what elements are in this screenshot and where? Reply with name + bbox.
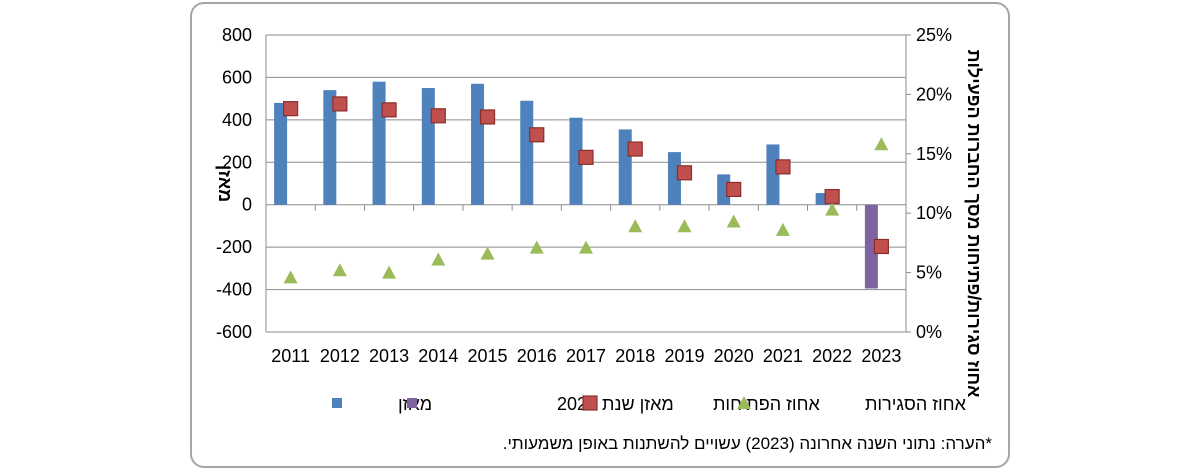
bar	[274, 102, 288, 205]
closing-rate-point	[825, 202, 840, 216]
bar	[569, 117, 583, 205]
y-tick-label: -200	[216, 237, 252, 257]
bar	[421, 88, 435, 205]
closing-rate-point	[283, 270, 298, 284]
opening-rate-point	[479, 109, 496, 125]
closing-rate-point	[579, 240, 593, 254]
bar	[471, 83, 485, 205]
opening-rate-point	[726, 181, 742, 198]
bar	[864, 204, 878, 289]
y-tick-label: 0	[242, 195, 252, 215]
x-tick-label: 2018	[615, 346, 655, 366]
y-tick-label: 800	[222, 25, 252, 45]
legend-swatch	[407, 398, 417, 408]
y2-axis-title: אחוז סגירות/פתיחות מסך החברות הפעילות	[964, 50, 984, 398]
closing-rate-point	[431, 252, 446, 266]
bar	[323, 90, 337, 205]
y-tick-label: 600	[222, 67, 252, 87]
bar	[372, 81, 386, 205]
x-tick-label: 2013	[369, 346, 409, 366]
y-axis-title: מאזן	[215, 165, 235, 202]
x-tick-label: 2012	[320, 346, 360, 366]
opening-rate-point	[332, 96, 348, 112]
x-tick-label: 2021	[763, 346, 803, 366]
footnote: *הערה: נתוני השנה אחרונה (2023) עשויים ל…	[502, 434, 992, 453]
legend-label: מאזן שנת 2023	[557, 394, 674, 414]
closing-rate-point	[332, 263, 347, 277]
opening-rate-point	[529, 127, 545, 143]
y2-tick-label: 20%	[916, 84, 952, 104]
y-tick-label: 200	[222, 152, 252, 172]
opening-rate-point	[627, 141, 643, 157]
x-tick-label: 2020	[714, 346, 754, 366]
y2-tick-label: 5%	[916, 263, 942, 283]
closing-rate-point	[775, 222, 790, 236]
opening-rate-point	[824, 188, 840, 205]
legend-swatch	[737, 396, 751, 409]
closing-rate-point	[677, 219, 692, 233]
opening-rate-point	[283, 101, 299, 117]
legend-label: אחוז הפתיחות	[713, 394, 820, 414]
x-tick-label: 2023	[861, 346, 901, 366]
y2-tick-label: 15%	[916, 144, 952, 164]
closing-rate-point	[382, 265, 397, 279]
y2-tick-label: 10%	[916, 203, 952, 223]
opening-rate-point	[578, 149, 594, 165]
x-tick-label: 2017	[566, 346, 606, 366]
bar	[618, 129, 632, 205]
opening-rate-point	[381, 102, 397, 118]
bar	[520, 100, 534, 205]
opening-rate-point	[676, 165, 693, 181]
y-tick-label: 400	[222, 110, 252, 130]
opening-rate-point	[430, 108, 446, 124]
closing-rate-point	[529, 240, 544, 254]
legend-label: אחוז הסגירות	[865, 394, 967, 414]
opening-rate-point	[775, 159, 791, 175]
bar	[815, 193, 829, 205]
bar	[766, 144, 780, 205]
closing-rate-point	[726, 214, 741, 228]
x-tick-label: 2014	[418, 346, 458, 366]
y2-tick-label: 25%	[916, 25, 952, 45]
closing-rate-point	[874, 137, 889, 151]
x-tick-label: 2016	[517, 346, 557, 366]
x-tick-label: 2022	[812, 346, 852, 366]
x-tick-label: 2015	[468, 346, 508, 366]
legend-swatch	[332, 398, 342, 408]
closing-rate-point	[480, 246, 495, 260]
closing-rate-point	[628, 219, 643, 233]
y-tick-label: -400	[216, 280, 252, 300]
y2-tick-label: 0%	[916, 322, 942, 342]
y-tick-label: -600	[216, 322, 252, 342]
x-tick-label: 2019	[664, 346, 704, 366]
x-tick-label: 2011	[271, 346, 310, 366]
legend-swatch	[582, 395, 598, 411]
opening-rate-point	[873, 238, 889, 255]
